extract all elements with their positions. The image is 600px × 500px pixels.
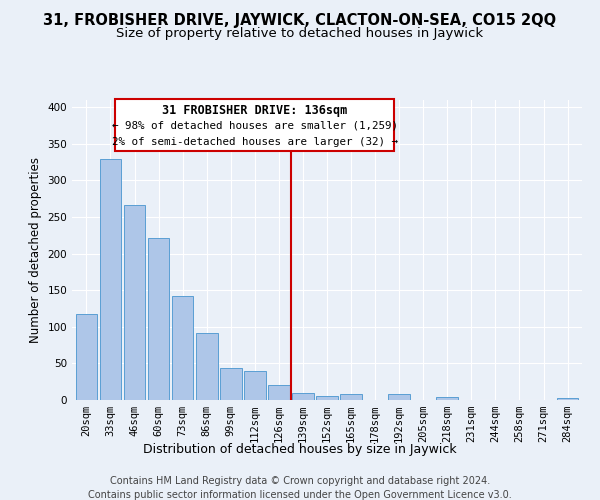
Bar bbox=[388, 394, 410, 400]
Text: Size of property relative to detached houses in Jaywick: Size of property relative to detached ho… bbox=[116, 28, 484, 40]
FancyBboxPatch shape bbox=[115, 98, 394, 151]
Text: 31, FROBISHER DRIVE, JAYWICK, CLACTON-ON-SEA, CO15 2QQ: 31, FROBISHER DRIVE, JAYWICK, CLACTON-ON… bbox=[43, 12, 557, 28]
Bar bbox=[292, 392, 314, 400]
Text: Contains HM Land Registry data © Crown copyright and database right 2024.: Contains HM Land Registry data © Crown c… bbox=[110, 476, 490, 486]
Text: ← 98% of detached houses are smaller (1,259): ← 98% of detached houses are smaller (1,… bbox=[112, 120, 398, 130]
Bar bbox=[124, 204, 145, 400]
Text: 31 FROBISHER DRIVE: 136sqm: 31 FROBISHER DRIVE: 136sqm bbox=[162, 104, 347, 118]
Bar bbox=[196, 334, 218, 400]
Bar bbox=[316, 396, 338, 400]
Text: Contains public sector information licensed under the Open Government Licence v3: Contains public sector information licen… bbox=[88, 490, 512, 500]
Bar bbox=[340, 394, 362, 400]
Bar bbox=[76, 314, 97, 400]
Text: 2% of semi-detached houses are larger (32) →: 2% of semi-detached houses are larger (3… bbox=[112, 136, 398, 146]
Bar bbox=[244, 370, 266, 400]
Text: Distribution of detached houses by size in Jaywick: Distribution of detached houses by size … bbox=[143, 442, 457, 456]
Bar bbox=[268, 386, 290, 400]
Bar bbox=[172, 296, 193, 400]
Bar bbox=[220, 368, 242, 400]
Bar bbox=[148, 238, 169, 400]
Y-axis label: Number of detached properties: Number of detached properties bbox=[29, 157, 42, 343]
Bar bbox=[436, 397, 458, 400]
Bar bbox=[557, 398, 578, 400]
Bar bbox=[100, 158, 121, 400]
